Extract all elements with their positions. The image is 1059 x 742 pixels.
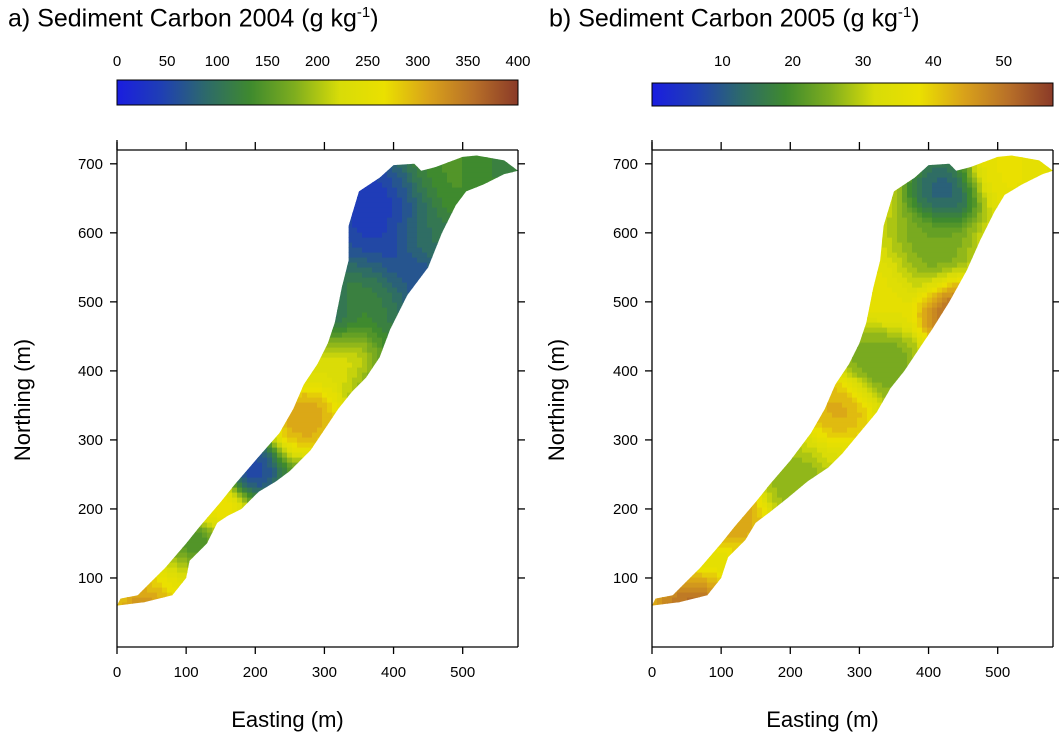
y-tick-label: 600	[613, 225, 638, 242]
y-tick-label: 700	[613, 156, 638, 173]
colorbar-tick-label: 100	[205, 53, 230, 70]
colorbar	[116, 79, 519, 106]
heatmap-field	[652, 155, 1053, 606]
x-tick-label: 0	[648, 664, 656, 681]
y-tick-label: 400	[613, 363, 638, 380]
colorbar-tick-label: 20	[784, 53, 801, 70]
panel-a-label: a)	[8, 4, 31, 33]
x-axis-title: Easting (m)	[766, 707, 878, 732]
panel-b-title-text: Sediment Carbon 2005	[578, 4, 836, 33]
panel-a-title-unit: (g kg	[301, 4, 357, 33]
colorbar-tick-label: 50	[159, 53, 176, 70]
x-axis-title: Easting (m)	[231, 707, 343, 732]
x-tick-label: 500	[985, 664, 1010, 681]
y-tick-label: 500	[78, 294, 103, 311]
colorbar-tick-label: 300	[405, 53, 430, 70]
y-tick-label: 100	[613, 570, 638, 587]
x-tick-label: 400	[381, 664, 406, 681]
colorbar-tick-label: 50	[995, 53, 1012, 70]
y-tick-label: 200	[613, 501, 638, 518]
heatmap-field	[117, 155, 518, 606]
panel-b-title: b) Sediment Carbon 2005 (g kg-1)	[549, 4, 920, 33]
colorbar-tick-label: 350	[455, 53, 480, 70]
panel-a-title: a) Sediment Carbon 2004 (g kg-1)	[8, 4, 379, 33]
x-tick-label: 400	[916, 664, 941, 681]
colorbar-tick-label: 200	[305, 53, 330, 70]
panel-a-title-unit-close: )	[370, 4, 379, 33]
panel-b: 10 20 30 40 500 100 200 300 400 50010020030040050…	[544, 53, 1059, 732]
colorbar-tick-label: 10	[714, 53, 731, 70]
x-tick-label: 200	[243, 664, 268, 681]
colorbar-tick-label: 150	[255, 53, 280, 70]
panel-a-title-unit-sup: -1	[356, 4, 371, 21]
panel-b-title-unit-sup: -1	[897, 4, 912, 21]
x-tick-label: 200	[778, 664, 803, 681]
colorbar-tick-label: 30	[855, 53, 872, 70]
x-tick-label: 300	[847, 664, 872, 681]
y-tick-label: 700	[78, 156, 103, 173]
y-tick-label: 400	[78, 363, 103, 380]
x-tick-label: 100	[174, 664, 199, 681]
panel-b-title-unit: (g kg	[842, 4, 898, 33]
y-tick-label: 200	[78, 501, 103, 518]
y-axis-title: Northing (m)	[544, 339, 569, 461]
colorbar-tick-label: 40	[925, 53, 942, 70]
panel-b-title-unit-close: )	[911, 4, 920, 33]
y-tick-label: 300	[78, 432, 103, 449]
panel-a: 0 50 100 150 200 250 300 350 400 0 100 200 300 400 500…	[10, 53, 531, 732]
colorbar-tick-label: 250	[355, 53, 380, 70]
x-tick-label: 0	[113, 664, 121, 681]
colorbar-tick-label: 400	[505, 53, 530, 70]
y-tick-label: 300	[613, 432, 638, 449]
y-axis-title: Northing (m)	[10, 339, 35, 461]
y-tick-label: 600	[78, 225, 103, 242]
y-tick-label: 500	[613, 294, 638, 311]
colorbar	[651, 82, 1054, 107]
panel-a-title-text: Sediment Carbon 2004	[37, 4, 295, 33]
x-tick-label: 100	[709, 664, 734, 681]
x-tick-label: 500	[450, 664, 475, 681]
colorbar-tick-label: 0	[113, 53, 121, 70]
panel-b-label: b)	[549, 4, 572, 33]
y-tick-label: 100	[78, 570, 103, 587]
x-tick-label: 300	[312, 664, 337, 681]
